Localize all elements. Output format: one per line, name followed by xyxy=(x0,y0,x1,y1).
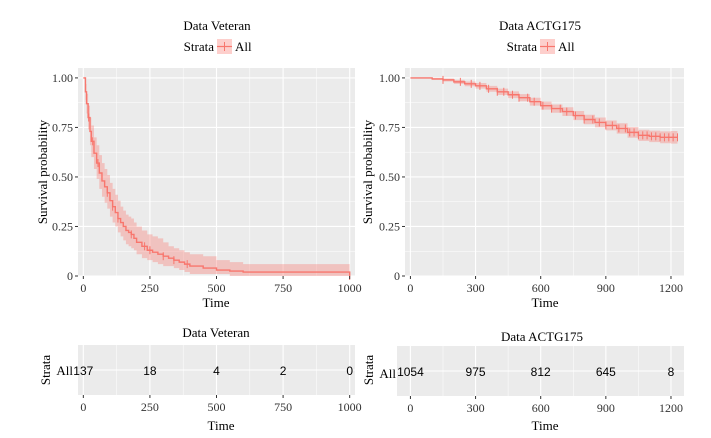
risk-table-gridlines xyxy=(78,345,355,395)
risk-count: 18 xyxy=(143,364,157,378)
y-tick-label: 0.75 xyxy=(52,120,73,134)
panel-title: Data ACTG175 xyxy=(499,18,581,33)
x-tick-label: 1200 xyxy=(659,401,683,415)
legend: Strata All xyxy=(184,39,252,54)
y-axis-label: Survival probability xyxy=(35,119,50,224)
risk-row-label: All xyxy=(56,363,73,378)
risk-table-x-ticks: 0 300 600 900 1200 xyxy=(407,396,683,415)
risk-table-actg175: Data ACTG175 1054 975 812 645 8 0 300 600 900 12… xyxy=(361,329,684,433)
risk-count: 812 xyxy=(531,365,551,379)
risk-count: 2 xyxy=(280,364,287,378)
y-tick-label: 0.50 xyxy=(379,170,400,184)
x-tick-label: 500 xyxy=(208,281,226,295)
risk-table-veteran: Data Veteran 137 18 4 2 0 0 250 500 750 1000 All… xyxy=(38,325,362,433)
y-tick-label: 1.00 xyxy=(52,71,73,85)
y-axis-ticks: 0 0.25 0.50 0.75 1.00 xyxy=(52,71,78,283)
legend-label: All xyxy=(558,39,575,54)
risk-count: 645 xyxy=(596,365,616,379)
x-tick-label: 0 xyxy=(80,281,86,295)
x-tick-label: 250 xyxy=(141,400,159,414)
x-tick-label: 0 xyxy=(407,401,413,415)
x-tick-label: 600 xyxy=(532,281,550,295)
km-panel-actg175: Data ACTG175 Strata All 0 0.25 0.50 0.75 1.0… xyxy=(360,18,684,310)
risk-table-gridlines xyxy=(397,346,684,396)
x-tick-label: 600 xyxy=(532,401,550,415)
km-step-line xyxy=(83,77,351,276)
x-tick-label: 900 xyxy=(597,401,615,415)
x-tick-label: 1000 xyxy=(338,281,362,295)
censor-marks xyxy=(442,75,678,142)
x-tick-label: 1200 xyxy=(659,281,683,295)
risk-table-xlabel: Time xyxy=(532,418,559,433)
x-tick-label: 300 xyxy=(467,401,485,415)
risk-table-title: Data ACTG175 xyxy=(501,329,583,344)
risk-count: 137 xyxy=(73,364,93,378)
y-tick-label: 0 xyxy=(67,269,73,283)
legend-title: Strata xyxy=(507,39,538,54)
x-axis-label: Time xyxy=(532,295,559,310)
gridlines xyxy=(405,68,684,277)
legend-title: Strata xyxy=(184,39,215,54)
censor-marks xyxy=(88,113,351,280)
risk-count: 0 xyxy=(346,364,353,378)
x-tick-label: 250 xyxy=(141,281,159,295)
risk-table-xlabel: Time xyxy=(208,418,235,433)
risk-counts: 1054 975 812 645 8 xyxy=(397,365,675,379)
x-tick-label: 750 xyxy=(274,281,292,295)
x-tick-label: 0 xyxy=(407,281,413,295)
risk-table-title: Data Veteran xyxy=(182,325,250,340)
risk-count: 1054 xyxy=(397,365,424,379)
legend: Strata All xyxy=(507,39,575,54)
risk-counts: 137 18 4 2 0 xyxy=(73,364,353,378)
km-panel-veteran: Data Veteran Strata All 0 0.25 0.50 0.75 1.0… xyxy=(35,18,362,310)
x-tick-label: 1000 xyxy=(338,400,362,414)
x-axis-label: Time xyxy=(203,295,230,310)
panel-title: Data Veteran xyxy=(183,18,251,33)
y-tick-label: 0.50 xyxy=(52,170,73,184)
y-tick-label: 0.25 xyxy=(379,219,400,233)
y-axis-ticks: 0 0.25 0.50 0.75 1.00 xyxy=(379,71,405,283)
y-tick-label: 0.75 xyxy=(379,120,400,134)
risk-count: 4 xyxy=(213,364,220,378)
confidence-band xyxy=(410,77,678,144)
risk-count: 8 xyxy=(668,365,675,379)
legend-label: All xyxy=(235,39,252,54)
x-axis-ticks: 0 250 500 750 1000 xyxy=(80,276,362,295)
y-tick-label: 0 xyxy=(394,269,400,283)
risk-table-ylabel: Strata xyxy=(361,355,376,386)
risk-row-label: All xyxy=(379,366,396,381)
risk-count: 975 xyxy=(466,365,486,379)
x-tick-label: 900 xyxy=(597,281,615,295)
survival-curve xyxy=(83,77,351,276)
x-tick-label: 500 xyxy=(208,400,226,414)
x-tick-label: 300 xyxy=(467,281,485,295)
x-axis-ticks: 0 300 600 900 1200 xyxy=(407,276,683,295)
x-tick-label: 750 xyxy=(274,400,292,414)
y-axis-label: Survival probability xyxy=(360,119,375,224)
plot-panel xyxy=(405,68,684,276)
x-tick-label: 0 xyxy=(80,400,86,414)
gridlines xyxy=(78,68,355,277)
y-tick-label: 0.25 xyxy=(52,219,73,233)
risk-table-ylabel: Strata xyxy=(38,355,53,386)
risk-table-x-ticks: 0 250 500 750 1000 xyxy=(80,395,362,414)
y-tick-label: 1.00 xyxy=(379,71,400,85)
ci-band xyxy=(410,77,678,144)
